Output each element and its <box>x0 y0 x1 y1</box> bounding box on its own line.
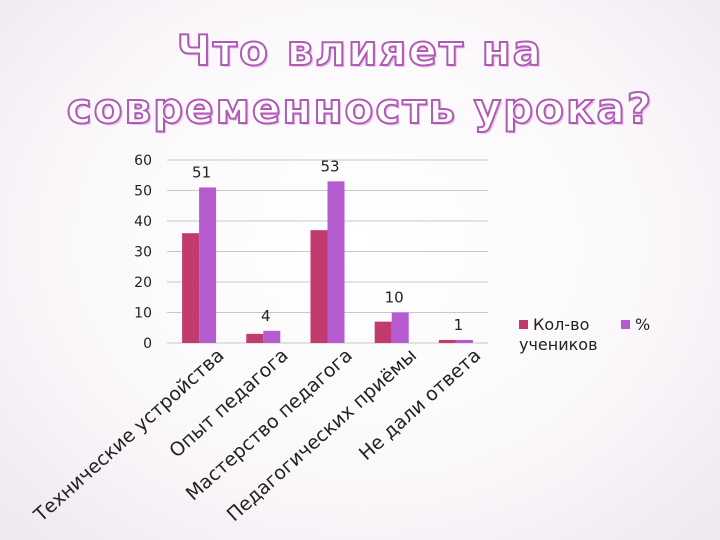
x-category-label: Опыт педагога <box>165 344 292 462</box>
bar-count <box>438 339 456 343</box>
bar-percent <box>199 187 217 343</box>
legend-swatch <box>519 320 528 329</box>
bars <box>182 181 473 343</box>
bar-count <box>374 321 392 343</box>
bar-percent <box>327 181 345 343</box>
y-tick-label: 30 <box>134 245 152 261</box>
legend-label: Кол-во учеников <box>519 315 598 354</box>
y-tick-label: 0 <box>143 336 152 352</box>
data-label: 53 <box>320 157 339 175</box>
data-label: 4 <box>261 307 271 325</box>
y-tick-label: 20 <box>134 275 152 291</box>
y-tick-label: 10 <box>134 306 152 322</box>
y-tick-label: 50 <box>134 184 152 200</box>
bar-count <box>182 233 200 343</box>
bar-percent <box>391 312 409 343</box>
x-category-label: Не дали ответа <box>355 344 485 464</box>
bar-percent <box>263 330 281 343</box>
y-axis-ticks: 0 10 20 30 40 50 60 <box>134 153 152 352</box>
legend-label: % <box>635 315 650 334</box>
y-tick-label: 40 <box>134 214 152 230</box>
bar-percent <box>455 339 473 343</box>
data-label: 10 <box>385 289 404 307</box>
legend: Кол-во учеников% <box>519 315 650 354</box>
y-tick-label: 60 <box>134 153 152 169</box>
bar-count <box>246 333 264 343</box>
data-label: 51 <box>192 163 211 181</box>
data-label: 1 <box>454 316 464 334</box>
legend-swatch <box>621 320 630 329</box>
slide-title: Что влияет на современность урока? <box>66 25 654 134</box>
bar-count <box>310 230 328 343</box>
data-labels: 51 4 53 10 1 <box>192 157 463 334</box>
